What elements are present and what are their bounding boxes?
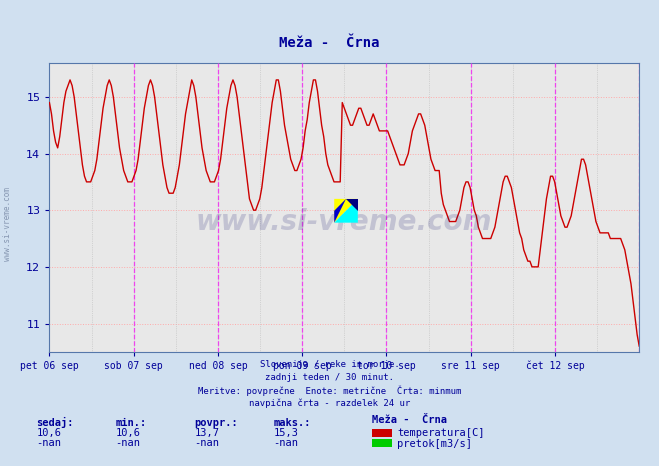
Text: povpr.:: povpr.:	[194, 418, 238, 428]
Polygon shape	[346, 199, 358, 211]
Text: 13,7: 13,7	[194, 428, 219, 438]
Text: www.si-vreme.com: www.si-vreme.com	[3, 187, 13, 260]
Text: -nan: -nan	[273, 439, 299, 448]
Text: -nan: -nan	[194, 439, 219, 448]
Text: maks.:: maks.:	[273, 418, 311, 428]
Polygon shape	[334, 199, 346, 223]
Text: Meža -  Črna: Meža - Črna	[372, 415, 447, 425]
Text: 10,6: 10,6	[36, 428, 61, 438]
Text: www.si-vreme.com: www.si-vreme.com	[196, 208, 492, 236]
Text: navpična črta - razdelek 24 ur: navpična črta - razdelek 24 ur	[249, 399, 410, 408]
Text: pretok[m3/s]: pretok[m3/s]	[397, 439, 473, 449]
Text: temperatura[C]: temperatura[C]	[397, 428, 485, 439]
Text: 15,3: 15,3	[273, 428, 299, 438]
Text: -nan: -nan	[115, 439, 140, 448]
Text: Meritve: povprečne  Enote: metrične  Črta: minmum: Meritve: povprečne Enote: metrične Črta:…	[198, 386, 461, 397]
Polygon shape	[334, 199, 358, 223]
Text: zadnji teden / 30 minut.: zadnji teden / 30 minut.	[265, 373, 394, 382]
Text: Meža -  Črna: Meža - Črna	[279, 36, 380, 50]
Text: sedaj:: sedaj:	[36, 417, 74, 428]
Text: 10,6: 10,6	[115, 428, 140, 438]
Polygon shape	[334, 199, 358, 223]
Text: Slovenija / reke in morje.: Slovenija / reke in morje.	[260, 360, 399, 369]
Text: min.:: min.:	[115, 418, 146, 428]
Text: -nan: -nan	[36, 439, 61, 448]
